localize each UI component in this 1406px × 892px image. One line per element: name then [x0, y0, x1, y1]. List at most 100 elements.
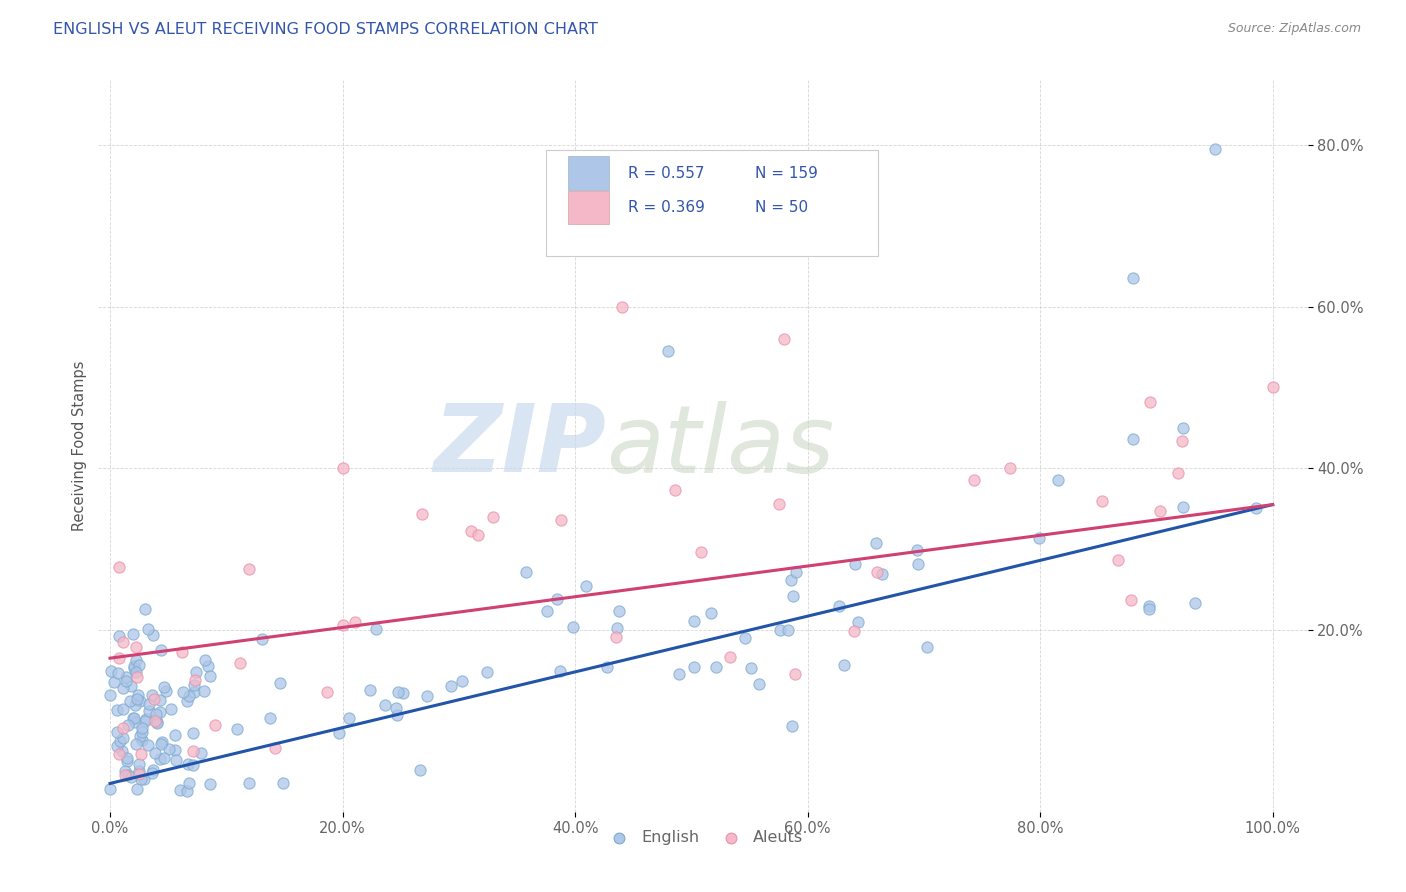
Point [1261, 380, 1284, 394]
Point [125, 691, 148, 706]
Point [1204, 142, 1226, 156]
Y-axis label: Receiving Food Stamps: Receiving Food Stamps [72, 360, 87, 532]
Point [100, 664, 122, 678]
Point [143, 746, 166, 760]
Point [132, 772, 155, 786]
Point [179, 776, 201, 790]
Point [915, 640, 938, 654]
Point [1119, 592, 1142, 607]
Point [138, 704, 160, 718]
Point [125, 670, 148, 684]
Text: Source: ZipAtlas.com: Source: ZipAtlas.com [1227, 22, 1361, 36]
Point [129, 747, 152, 761]
Point [131, 721, 153, 735]
Point [482, 509, 505, 524]
Point [682, 615, 704, 629]
Point [115, 751, 138, 765]
Point [183, 678, 205, 692]
Point [773, 332, 796, 346]
Text: ZIP: ZIP [433, 400, 606, 492]
Point [780, 719, 803, 733]
Point [127, 781, 149, 796]
Point [596, 660, 619, 674]
Point [115, 754, 138, 768]
Point [1107, 553, 1129, 567]
Point [150, 642, 173, 657]
Point [181, 744, 204, 758]
Point [170, 645, 193, 659]
Point [228, 656, 250, 670]
Point [108, 629, 131, 643]
Point [785, 565, 807, 579]
Point [125, 665, 148, 680]
Point [198, 669, 221, 683]
Point [657, 344, 679, 359]
Point [683, 660, 706, 674]
Point [1047, 473, 1070, 487]
Point [1173, 420, 1195, 434]
Point [610, 300, 633, 314]
Point [778, 623, 800, 637]
Point [704, 659, 727, 673]
Point [108, 560, 131, 574]
FancyBboxPatch shape [568, 191, 609, 225]
Point [734, 632, 756, 646]
Point [117, 718, 139, 732]
Point [842, 624, 865, 638]
Point [122, 711, 145, 725]
Point [1137, 601, 1160, 615]
Point [768, 498, 790, 512]
Point [226, 722, 249, 736]
Point [176, 694, 198, 708]
Point [107, 739, 129, 754]
Point [832, 657, 855, 672]
Point [114, 673, 136, 688]
Point [108, 734, 131, 748]
Point [337, 710, 360, 724]
Point [440, 679, 463, 693]
Point [120, 679, 142, 693]
Point [142, 628, 165, 642]
Point [117, 768, 139, 782]
Point [183, 685, 205, 699]
Point [124, 698, 146, 712]
Point [105, 703, 128, 717]
Point [1184, 596, 1206, 610]
Point [122, 658, 145, 673]
Point [364, 622, 387, 636]
Point [112, 731, 135, 745]
Point [136, 738, 159, 752]
Point [98, 781, 121, 796]
Point [112, 701, 135, 715]
Point [259, 711, 281, 725]
Point [748, 676, 770, 690]
Point [160, 702, 183, 716]
Point [115, 670, 138, 684]
Point [165, 743, 187, 757]
Point [125, 653, 148, 667]
Point [387, 684, 409, 698]
Point [125, 737, 148, 751]
Point [103, 675, 125, 690]
Point [905, 543, 928, 558]
Point [200, 776, 222, 790]
Point [451, 674, 474, 689]
Point [112, 721, 135, 735]
Point [108, 747, 131, 762]
Point [190, 746, 212, 760]
Point [128, 766, 150, 780]
Point [1246, 501, 1268, 516]
Point [112, 635, 135, 649]
Point [1171, 434, 1194, 448]
Point [998, 461, 1021, 475]
Point [1122, 271, 1144, 285]
Point [460, 524, 482, 538]
Point [607, 604, 630, 618]
Point [1167, 466, 1189, 480]
Legend: English, Aleuts: English, Aleuts [596, 823, 810, 851]
Point [782, 589, 804, 603]
Point [153, 680, 176, 694]
Point [1149, 504, 1171, 518]
Point [128, 657, 150, 672]
Point [385, 707, 408, 722]
